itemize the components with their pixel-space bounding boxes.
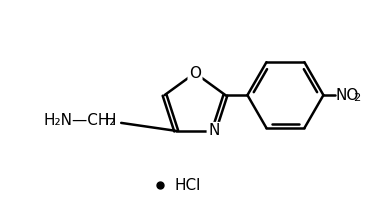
Text: H: H — [105, 113, 116, 128]
Text: HCl: HCl — [175, 178, 201, 192]
Text: H₂N—CH₂: H₂N—CH₂ — [44, 113, 116, 128]
Text: O: O — [189, 66, 201, 81]
Text: N: N — [208, 123, 219, 138]
Text: 2: 2 — [353, 93, 361, 103]
Text: NO: NO — [335, 88, 359, 103]
